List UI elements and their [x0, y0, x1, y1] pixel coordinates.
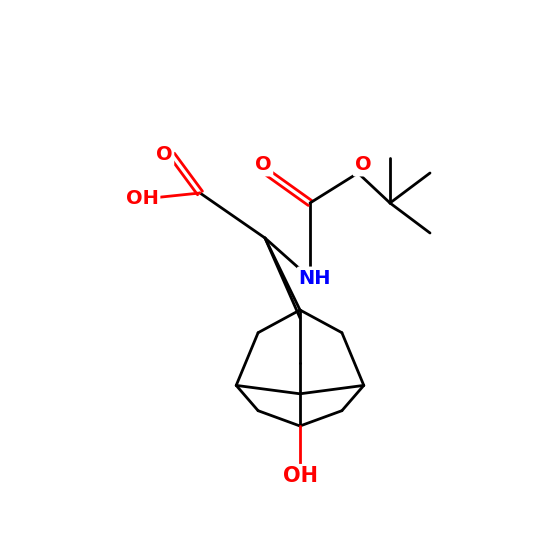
Text: OH: OH — [126, 189, 158, 207]
Text: OH: OH — [282, 466, 318, 486]
Text: O: O — [354, 156, 372, 174]
Text: O: O — [255, 156, 271, 174]
Text: O: O — [156, 146, 172, 165]
Text: NH: NH — [299, 269, 331, 287]
